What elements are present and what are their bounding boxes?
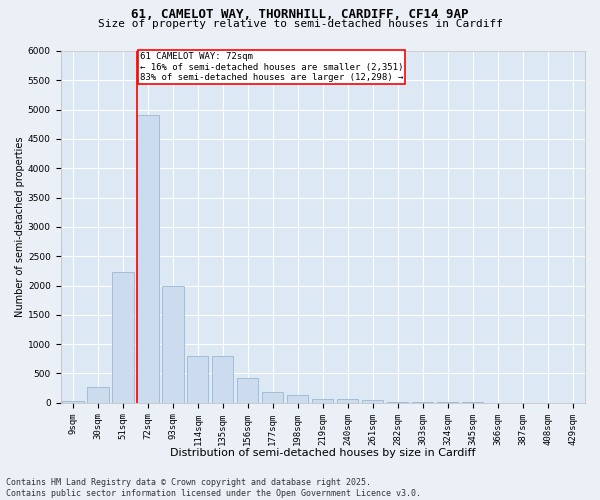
Bar [212,356,233,403]
X-axis label: Distribution of semi-detached houses by size in Cardiff: Distribution of semi-detached houses by … [170,448,476,458]
Bar [88,387,109,403]
Text: Size of property relative to semi-detached houses in Cardiff: Size of property relative to semi-detach… [97,19,503,29]
Bar [162,286,184,403]
Bar [137,116,158,403]
Text: 61, CAMELOT WAY, THORNHILL, CARDIFF, CF14 9AP: 61, CAMELOT WAY, THORNHILL, CARDIFF, CF1… [131,8,469,20]
Bar [262,392,283,403]
Text: 61 CAMELOT WAY: 72sqm
← 16% of semi-detached houses are smaller (2,351)
83% of s: 61 CAMELOT WAY: 72sqm ← 16% of semi-deta… [140,52,403,82]
Bar [62,401,83,403]
Y-axis label: Number of semi-detached properties: Number of semi-detached properties [15,136,25,317]
Bar [312,398,334,403]
Bar [187,356,208,403]
Bar [112,272,134,403]
Bar [412,402,433,403]
Bar [387,402,408,403]
Text: Contains HM Land Registry data © Crown copyright and database right 2025.
Contai: Contains HM Land Registry data © Crown c… [6,478,421,498]
Bar [237,378,259,403]
Bar [287,395,308,403]
Bar [362,400,383,403]
Bar [337,399,358,403]
